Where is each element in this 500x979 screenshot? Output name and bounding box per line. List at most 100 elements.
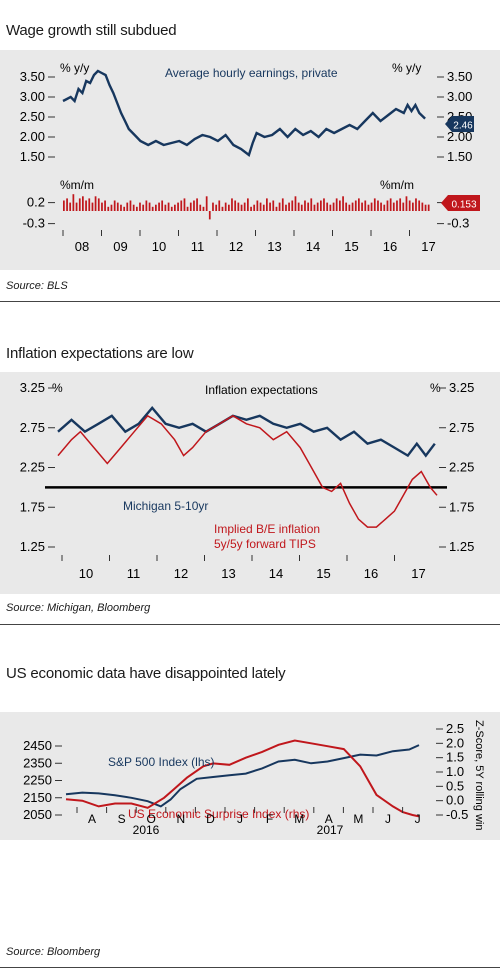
bar — [161, 200, 164, 211]
tick-label: 1.50 — [20, 149, 45, 164]
bar — [88, 198, 91, 211]
bar — [104, 200, 106, 211]
tick-label: -0.3 — [23, 216, 45, 231]
bar — [358, 198, 360, 211]
right-unit-label: % — [430, 381, 441, 395]
x-tick-label: 10 — [152, 239, 166, 254]
bar — [316, 202, 319, 211]
left-unit-label: % — [52, 381, 63, 395]
bar — [313, 204, 316, 211]
tick-label: 2.00 — [20, 129, 45, 144]
bar — [424, 204, 427, 211]
tick-label: 1.0 — [446, 764, 464, 779]
bars-monthly-change — [63, 194, 430, 220]
tick-label: 3.00 — [20, 89, 45, 104]
bar — [75, 202, 78, 211]
tick-label: 2350 — [23, 755, 52, 770]
tick-label: 2050 — [23, 807, 52, 822]
bar — [177, 202, 179, 211]
bar — [281, 198, 284, 211]
tick-label: 2.75 — [449, 420, 474, 435]
bar — [72, 194, 75, 211]
bar — [335, 198, 338, 211]
tick-label: 2.25 — [20, 460, 45, 475]
bar — [392, 202, 395, 211]
bar — [323, 198, 325, 211]
tick-label: 3.50 — [447, 69, 472, 84]
right-unit-label-mm: %m/m — [380, 178, 414, 192]
tick-label: 1.25 — [20, 539, 45, 554]
left-unit-label: % y/y — [60, 61, 89, 75]
tick-label: 2.75 — [20, 420, 45, 435]
x-tick-label: 13 — [267, 239, 281, 254]
bar — [373, 198, 376, 211]
bar — [231, 198, 233, 211]
bar — [396, 200, 398, 211]
bar — [408, 200, 411, 211]
x-tick-label: A — [325, 812, 333, 826]
bar — [155, 204, 157, 211]
bar — [174, 204, 176, 211]
bar — [364, 200, 367, 211]
bar — [383, 204, 386, 211]
end-value-label-mm: 0.153 — [451, 200, 476, 211]
x-tick-label: N — [176, 812, 185, 826]
bar — [142, 204, 145, 211]
chart-econ: 2450 2350 2250 2150 2050 2.52.01.51.00.50.0-… — [23, 720, 485, 837]
legend-sp500: S&P 500 Index (lhs) — [108, 755, 215, 769]
annotation-breakeven: Implied B/E inflation — [214, 522, 320, 536]
bar — [91, 202, 94, 211]
panel-title: Wage growth still subdued — [6, 22, 177, 39]
x-tick-label: M — [353, 812, 363, 826]
bar — [237, 202, 240, 211]
tick-label: 1.25 — [449, 539, 474, 554]
end-value-tag-mm — [441, 195, 480, 211]
bar — [351, 202, 354, 211]
bar — [151, 206, 154, 211]
bar — [205, 196, 208, 211]
year-label-2017: 2017 — [317, 823, 344, 837]
bar — [164, 204, 167, 211]
end-value-tag — [445, 116, 474, 132]
bar — [82, 196, 84, 211]
bar — [354, 200, 357, 211]
bar — [167, 202, 170, 211]
tick-label: 2.25 — [449, 460, 474, 475]
right-unit-label: % y/y — [392, 61, 421, 75]
x-tick-label: 16 — [364, 566, 378, 581]
bar — [367, 204, 370, 211]
x-tick-label: 11 — [191, 239, 205, 254]
bar — [345, 202, 348, 211]
tick-label: 1.75 — [449, 499, 474, 514]
bar — [399, 198, 402, 211]
x-tick-label: 16 — [383, 239, 397, 254]
x-tick-label: 17 — [411, 566, 425, 581]
bar — [189, 202, 192, 211]
x-axis-ticks: 10 11 12 13 14 15 16 17 — [61, 555, 426, 581]
bar — [78, 198, 81, 211]
panel-divider — [0, 624, 500, 625]
legend-surprise: US Economic Surprise Index (rhs) — [128, 807, 309, 821]
bar — [310, 198, 313, 211]
bar — [158, 202, 160, 211]
x-tick-label: J — [385, 812, 391, 826]
bar — [342, 196, 344, 211]
bar — [136, 206, 138, 211]
bar — [285, 204, 287, 211]
bar — [196, 198, 198, 211]
bar — [418, 200, 421, 211]
bar — [224, 202, 227, 211]
x-tick-label: 12 — [174, 566, 188, 581]
tick-label: 3.50 — [20, 69, 45, 84]
x-tick-label: A — [88, 812, 96, 826]
bar — [234, 200, 237, 211]
x-tick-label: F — [266, 812, 273, 826]
left-axis-ticks-mm: 0.2 -0.3 — [23, 195, 55, 231]
series-line-surprise — [65, 739, 420, 818]
right-axis-ticks: 2.52.01.51.00.50.0-0.5 — [436, 721, 468, 822]
bar — [240, 204, 243, 211]
bar — [304, 200, 306, 211]
series-line-earnings — [62, 69, 426, 157]
tick-label: 2.0 — [446, 735, 464, 750]
